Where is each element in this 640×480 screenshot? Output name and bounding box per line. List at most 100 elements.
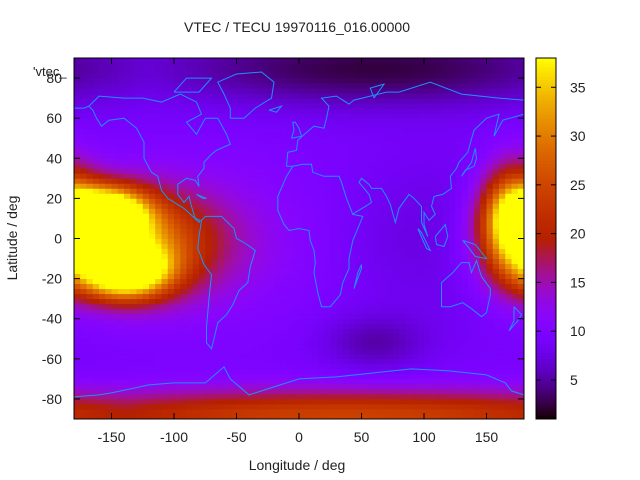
heatmap-cell <box>336 328 344 335</box>
heatmap-cell <box>486 193 494 199</box>
heatmap-cell <box>417 198 425 204</box>
heatmap-cell <box>186 203 194 209</box>
heatmap-cell <box>442 153 450 159</box>
heatmap-cell <box>342 393 350 400</box>
heatmap-cell <box>242 273 250 280</box>
heatmap-cell <box>155 253 162 259</box>
heatmap-cell <box>267 203 275 209</box>
heatmap-cell <box>324 83 331 89</box>
heatmap-cell <box>405 388 412 395</box>
heatmap-cell <box>292 318 300 325</box>
heatmap-cell <box>355 343 362 350</box>
heatmap-cell <box>286 303 294 310</box>
heatmap-cell <box>136 193 144 199</box>
heatmap-cell <box>461 138 469 144</box>
heatmap-cell <box>117 293 125 300</box>
heatmap-cell <box>380 133 387 139</box>
heatmap-cell <box>424 398 431 405</box>
heatmap-cell <box>449 108 456 114</box>
heatmap-cell <box>492 163 500 169</box>
heatmap-cell <box>411 243 419 249</box>
heatmap-cell <box>299 203 306 209</box>
heatmap-cell <box>224 238 231 244</box>
heatmap-cell <box>205 228 212 234</box>
heatmap-cell <box>330 368 337 375</box>
heatmap-cell <box>411 383 419 390</box>
heatmap-cell <box>380 378 387 385</box>
heatmap-cell <box>505 333 512 340</box>
heatmap-cell <box>411 203 419 209</box>
heatmap-cell <box>436 73 444 79</box>
heatmap-cell <box>286 218 294 224</box>
heatmap-cell <box>474 218 481 224</box>
heatmap-cell <box>192 148 200 154</box>
heatmap-cell <box>355 308 362 315</box>
heatmap-cell <box>324 258 331 264</box>
heatmap-cell <box>399 233 406 239</box>
heatmap-cell <box>199 78 206 84</box>
heatmap-cell <box>192 183 200 189</box>
heatmap-cell <box>161 343 169 350</box>
heatmap-cell <box>430 163 437 169</box>
heatmap-cell <box>192 138 200 144</box>
heatmap-cell <box>80 368 87 375</box>
heatmap-cell <box>149 413 156 420</box>
heatmap-cell <box>136 188 144 194</box>
heatmap-cell <box>317 328 325 335</box>
heatmap-cell <box>161 78 169 84</box>
heatmap-cell <box>492 198 500 204</box>
heatmap-cell <box>249 318 256 325</box>
heatmap-cell <box>499 178 506 184</box>
heatmap-cell <box>186 153 194 159</box>
heatmap-cell <box>361 318 369 325</box>
heatmap-cell <box>342 163 350 169</box>
heatmap-cell <box>111 283 119 290</box>
heatmap-cell <box>217 123 225 129</box>
heatmap-cell <box>211 113 219 119</box>
heatmap-cell <box>430 358 437 365</box>
heatmap-cell <box>299 223 306 229</box>
heatmap-cell <box>236 158 244 164</box>
heatmap-cell <box>136 158 144 164</box>
heatmap-cell <box>317 178 325 184</box>
heatmap-cell <box>149 368 156 375</box>
heatmap-cell <box>80 203 87 209</box>
heatmap-cell <box>411 328 419 335</box>
heatmap-cell <box>267 403 275 410</box>
heatmap-cell <box>249 163 256 169</box>
heatmap-cell <box>324 378 331 385</box>
heatmap-cell <box>117 128 125 134</box>
heatmap-cell <box>211 148 219 154</box>
heatmap-cell <box>355 363 362 370</box>
heatmap-cell <box>74 233 81 239</box>
heatmap-cell <box>374 193 381 199</box>
heatmap-cell <box>199 338 206 345</box>
heatmap-cell <box>305 368 312 375</box>
heatmap-cell <box>86 238 94 244</box>
heatmap-cell <box>99 383 106 390</box>
heatmap-cell <box>380 158 387 164</box>
heatmap-cell <box>424 378 431 385</box>
heatmap-cell <box>117 83 125 89</box>
heatmap-cell <box>255 83 262 89</box>
heatmap-cell <box>467 78 475 84</box>
heatmap-cell <box>174 283 181 290</box>
heatmap-cell <box>286 63 294 69</box>
heatmap-cell <box>486 353 494 360</box>
heatmap-cell <box>117 248 125 254</box>
heatmap-cell <box>249 203 256 209</box>
heatmap-cell <box>224 163 231 169</box>
heatmap-cell <box>236 113 244 119</box>
heatmap-cell <box>74 158 81 164</box>
heatmap-cell <box>236 143 244 149</box>
heatmap-cell <box>361 98 369 104</box>
heatmap-cell <box>292 313 300 320</box>
heatmap-cell <box>205 393 212 400</box>
heatmap-cell <box>217 408 225 415</box>
heatmap-cell <box>192 283 200 290</box>
heatmap-cell <box>442 393 450 400</box>
heatmap-cell <box>130 323 137 330</box>
heatmap-cell <box>311 168 319 174</box>
heatmap-cell <box>242 293 250 300</box>
heatmap-cell <box>174 258 181 264</box>
